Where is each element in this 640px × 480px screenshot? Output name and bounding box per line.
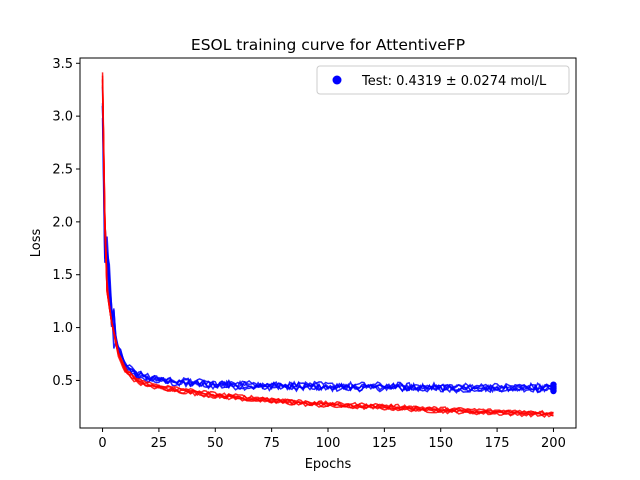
validation-series-line-5 [101, 105, 554, 391]
x-axis-label: Epochs [305, 457, 352, 472]
y-tick-label: 3.5 [52, 57, 73, 72]
legend-marker-test [332, 75, 342, 85]
x-tick-label: 25 [151, 436, 168, 451]
chart-title: ESOL training curve for AttentiveFP [191, 36, 465, 54]
x-tick-label: 175 [485, 436, 510, 451]
x-tick-label: 150 [428, 436, 453, 451]
y-tick-label: 2.5 [52, 163, 73, 178]
y-tick-label: 0.5 [52, 374, 73, 389]
x-tick-label: 0 [98, 436, 106, 451]
legend: Test: 0.4319 ± 0.0274 mol/L [316, 65, 570, 95]
plot-frame [79, 57, 577, 429]
x-tick-label: 125 [372, 436, 397, 451]
y-tick-label: 3.0 [52, 110, 73, 125]
x-tick-label: 200 [541, 436, 566, 451]
x-tick-label: 50 [207, 436, 224, 451]
series-layer [101, 72, 557, 419]
legend-box [316, 65, 570, 95]
y-axis-label: Loss [29, 229, 44, 258]
x-tick-label: 100 [316, 436, 341, 451]
test-point [550, 381, 557, 388]
y-tick-label: 2.0 [52, 215, 73, 230]
legend-label-test: Test: 0.4319 ± 0.0274 mol/L [361, 74, 547, 89]
x-tick-label: 75 [263, 436, 280, 451]
y-tick-label: 1.5 [52, 268, 73, 283]
y-tick-label: 1.0 [52, 321, 73, 336]
training-series-line-5 [101, 80, 554, 415]
tick-layer: 0 25 50 75 100 125 150 175 200 0.5 1.0 1.5 2.0 2.5 3.0… [52, 57, 566, 451]
